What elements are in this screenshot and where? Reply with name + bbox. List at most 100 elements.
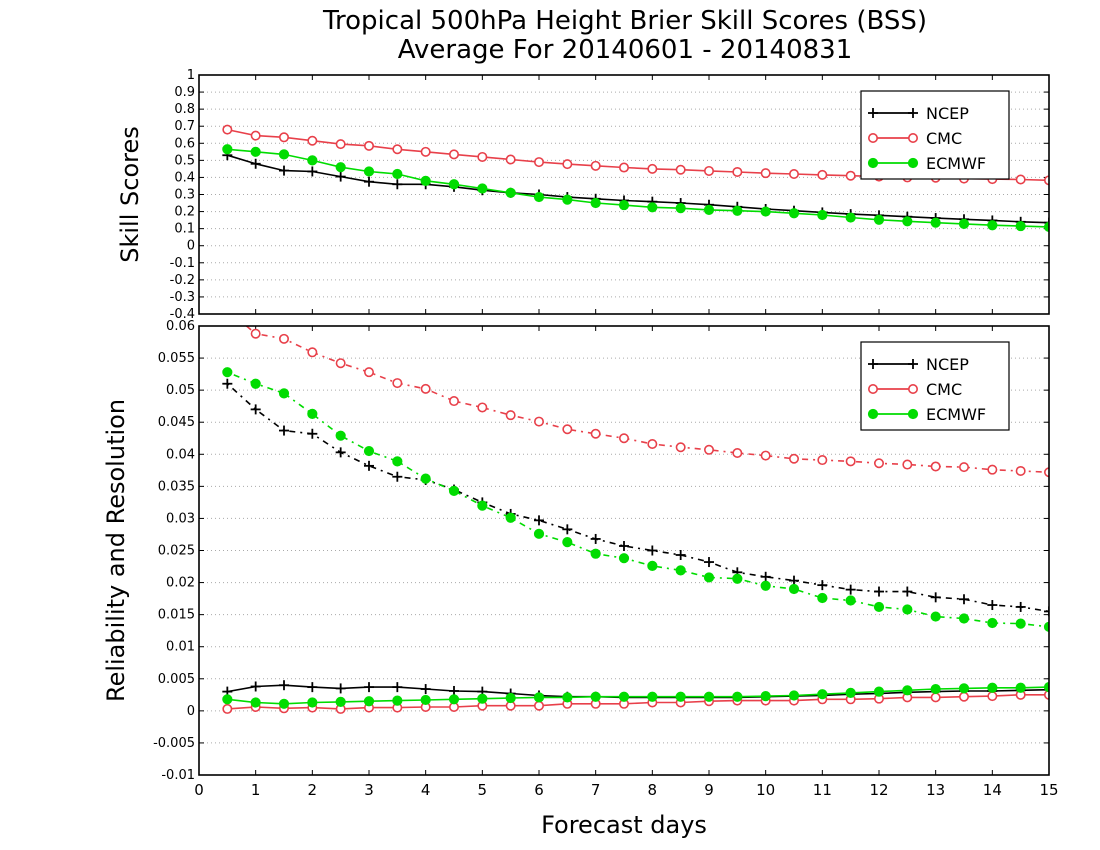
data-point-ecmwf (647, 202, 658, 213)
data-point-cmc (703, 444, 714, 455)
data-point-ecmwf (533, 692, 545, 703)
data-point-ecmwf (250, 378, 261, 389)
data-point-ecmwf (817, 209, 828, 221)
legend-marker-cmc (907, 133, 918, 144)
legend-marker-cmc (867, 383, 878, 394)
y-tick-label: 0.2 (174, 205, 195, 220)
data-point-cmc (987, 691, 998, 702)
y-tick-label: -0.01 (161, 768, 195, 783)
data-point-cmc (250, 328, 261, 339)
series-group (222, 326, 1049, 714)
legend-marker-ecmwf (907, 157, 919, 169)
y-tick-label: 0.8 (174, 102, 195, 117)
data-point-ecmwf (392, 168, 403, 180)
data-point-cmc (788, 169, 799, 180)
y-tick-label: 0.01 (166, 640, 195, 655)
data-point-ecmwf (873, 686, 885, 697)
data-point-ecmwf (703, 572, 715, 583)
data-point-cmc (618, 162, 629, 173)
data-point-cmc (222, 124, 233, 135)
data-point-cmc (675, 442, 686, 453)
data-point-ecmwf (363, 696, 375, 707)
data-point-ecmwf (958, 218, 970, 229)
data-point-cmc (448, 149, 459, 160)
legend-label-ecmwf: ECMWF (926, 405, 986, 424)
data-point-ncep (619, 541, 629, 552)
data-point-ecmwf (873, 601, 885, 613)
data-point-ecmwf (618, 691, 630, 702)
data-point-ncep (335, 683, 346, 694)
data-point-ecmwf (845, 687, 856, 698)
y-tick-label: -0.005 (153, 736, 195, 751)
data-point-ecmwf (930, 217, 941, 228)
data-point-cmc (845, 170, 856, 181)
data-point-ecmwf (222, 694, 233, 705)
data-point-ecmwf (335, 430, 346, 441)
x-tick-label: 3 (364, 781, 374, 799)
data-point-ncep (364, 176, 374, 187)
y-tick-label: 0.02 (166, 576, 195, 591)
y-axis-label: Reliability and Resolution (102, 399, 130, 702)
data-point-ncep (250, 404, 261, 415)
data-point-ecmwf (817, 592, 828, 604)
data-point-cmc (902, 459, 913, 470)
data-point-cmc (788, 453, 799, 464)
data-point-ecmwf (902, 216, 913, 227)
data-point-ncep (307, 428, 318, 439)
legend-marker-ncep (908, 359, 918, 369)
data-point-cmc (505, 410, 516, 421)
data-point-ecmwf (562, 692, 573, 703)
legend-marker-ncep (908, 108, 918, 118)
data-point-ncep (364, 460, 374, 471)
data-point-cmc (533, 416, 544, 427)
y-tick-label: 0.7 (174, 119, 195, 134)
x-tick-label: 14 (983, 781, 1002, 799)
legend-marker-ecmwf (867, 408, 879, 420)
data-point-ecmwf (278, 698, 290, 709)
data-point-cmc (392, 144, 403, 155)
data-point-ncep (562, 524, 573, 535)
x-tick-label: 7 (591, 781, 601, 799)
data-point-ecmwf (505, 187, 516, 198)
data-point-ecmwf (817, 689, 828, 700)
data-point-ecmwf (448, 485, 460, 496)
legend-box (860, 90, 1010, 180)
y-tick-label: 0.3 (174, 188, 195, 203)
data-point-cmc (930, 461, 941, 472)
data-point-cmc (307, 135, 318, 146)
y-tick-label: -0.3 (170, 290, 195, 305)
legend-marker-ncep (868, 108, 878, 118)
data-point-ecmwf (732, 691, 743, 702)
y-tick-label: -0.2 (170, 273, 195, 288)
y-tick-label: 0.03 (166, 511, 195, 526)
legend-label-ncep: NCEP (926, 355, 969, 374)
data-point-ncep (760, 571, 771, 582)
data-point-cmc (1015, 465, 1026, 476)
data-point-ncep (874, 586, 884, 597)
data-point-cmc (278, 333, 289, 344)
data-point-ecmwf (420, 175, 431, 186)
x-tick-label: 5 (478, 781, 488, 799)
y-tick-label: 0.015 (158, 608, 195, 623)
data-point-ncep (590, 533, 601, 544)
data-point-cmc (647, 439, 658, 450)
data-point-ecmwf (987, 220, 998, 231)
y-tick-label: 0.1 (174, 222, 195, 237)
data-point-cmc (675, 164, 686, 175)
data-point-ecmwf (788, 208, 800, 219)
data-point-ecmwf (590, 197, 601, 209)
data-point-ncep (959, 594, 969, 605)
data-point-ecmwf (562, 537, 573, 548)
data-point-cmc (420, 146, 431, 157)
data-point-ecmwf (448, 179, 460, 190)
data-point-ecmwf (732, 205, 743, 216)
data-point-ecmwf (845, 595, 856, 606)
data-point-ecmwf (618, 553, 630, 564)
y-tick-label: 0.4 (174, 170, 195, 185)
data-point-cmc (420, 383, 431, 394)
data-point-ncep (335, 447, 346, 458)
data-point-ecmwf (505, 692, 516, 704)
data-point-ncep (279, 680, 289, 691)
data-point-ecmwf (1015, 220, 1026, 232)
data-point-ecmwf (420, 473, 431, 484)
